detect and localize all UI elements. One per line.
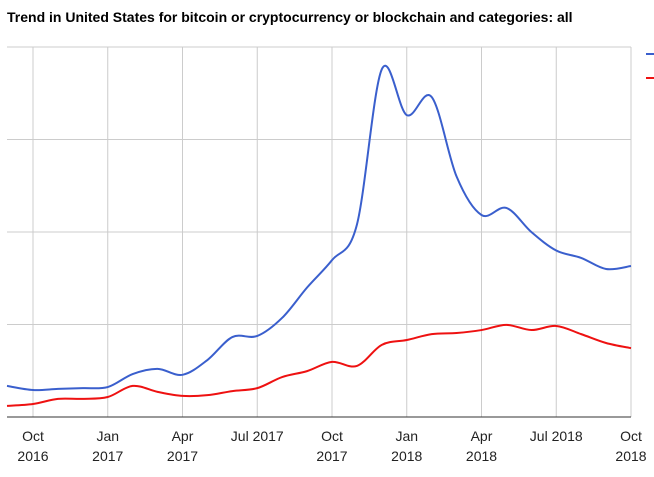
x-tick-label: Oct bbox=[620, 428, 642, 444]
x-tick-label: Apr bbox=[471, 428, 493, 444]
series-line-0 bbox=[6, 64, 632, 392]
x-tick-label: 2018 bbox=[391, 448, 422, 464]
x-tick-label: 2016 bbox=[17, 448, 48, 464]
x-tick-label: Oct bbox=[321, 428, 343, 444]
series-line-1 bbox=[6, 323, 632, 407]
x-tick-label: 2017 bbox=[167, 448, 198, 464]
x-tick-label: 2018 bbox=[466, 448, 497, 464]
x-tick-label: 2018 bbox=[615, 448, 646, 464]
x-tick-label: Apr bbox=[172, 428, 194, 444]
x-tick-label: Jan bbox=[395, 428, 418, 444]
x-tick-label: Oct bbox=[22, 428, 44, 444]
x-tick-label: 2017 bbox=[92, 448, 123, 464]
x-tick-label: Jul 2017 bbox=[231, 428, 284, 444]
x-tick-label: Jan bbox=[96, 428, 119, 444]
chart-title: Trend in United States for bitcoin or cr… bbox=[7, 9, 573, 25]
x-tick-label: Jul 2018 bbox=[530, 428, 583, 444]
x-tick-label: 2017 bbox=[316, 448, 347, 464]
